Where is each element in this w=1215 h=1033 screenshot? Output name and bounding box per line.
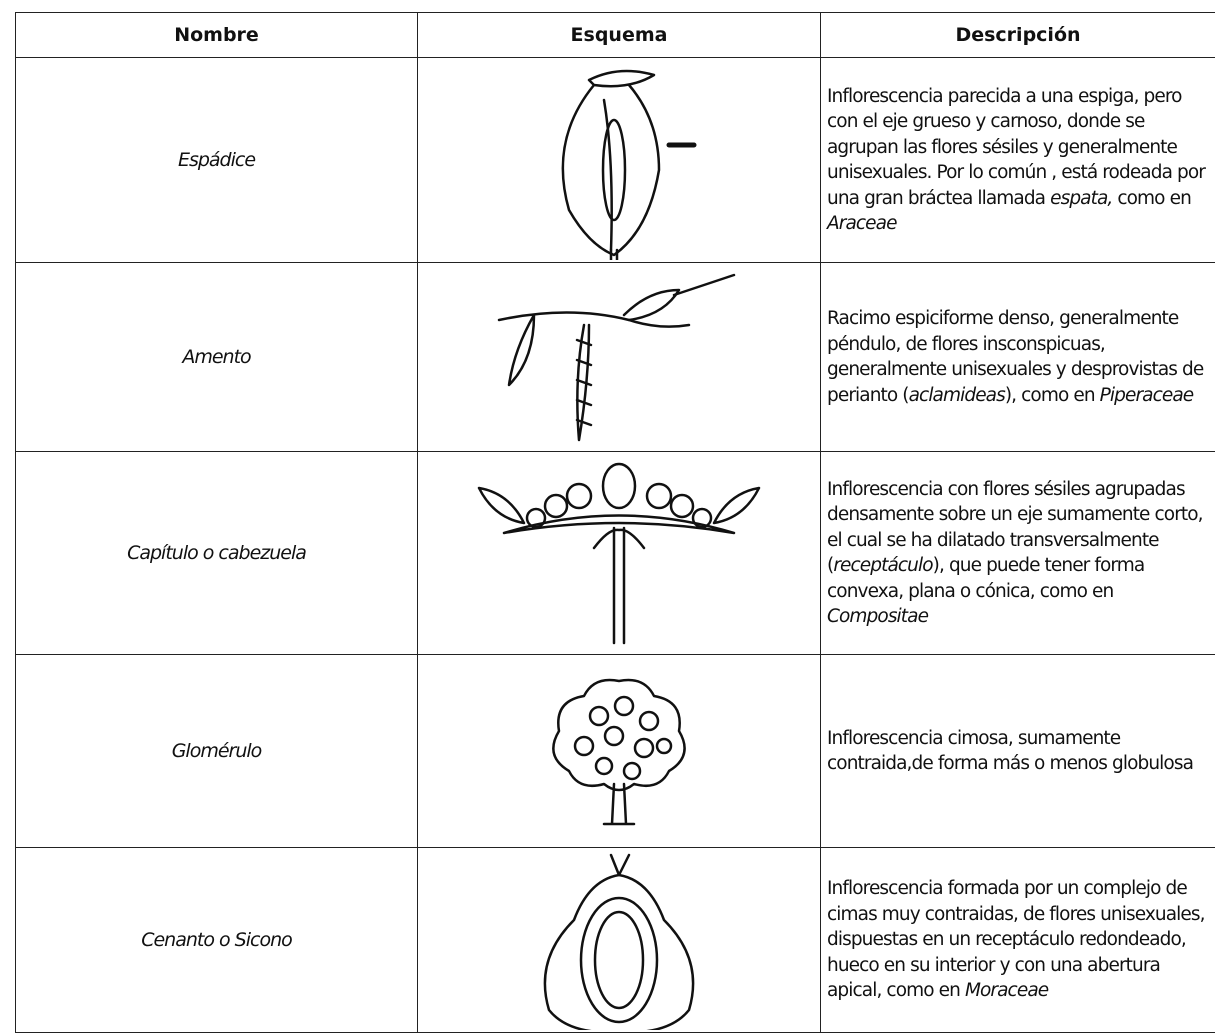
italic-text: Piperaceae — [1100, 385, 1194, 406]
capitulum-sketch — [474, 458, 764, 648]
sketch-cell — [418, 848, 821, 1033]
description-text: como en — [1112, 188, 1191, 209]
header-cell: Esquema — [418, 13, 821, 58]
italic-text: Moraceae — [965, 980, 1048, 1001]
italic-text: Compositae — [827, 606, 928, 627]
description-text: Inflorescencia cimosa, sumamente contrai… — [827, 728, 1193, 775]
name-cell: Capítulo o cabezuela — [16, 452, 418, 655]
row: Capítulo o cabezuela Inflorescencia con … — [16, 452, 1215, 655]
description-cell: Inflorescencia formada por un complejo d… — [821, 848, 1215, 1033]
name-cell: Amento — [16, 263, 418, 452]
italic-text: espata, — [1050, 188, 1112, 209]
description-cell: Inflorescencia con flores sésiles agrupa… — [821, 452, 1215, 655]
name-cell: Cenanto o Sicono — [16, 848, 418, 1033]
row: Cenanto o Sicono Inflorescencia formada … — [16, 848, 1215, 1033]
catkin-sketch — [489, 270, 749, 445]
description-text: ), como en — [1005, 385, 1100, 406]
name-cell: Espádice — [16, 58, 418, 263]
description-cell: Racimo espiciforme denso, generalmente p… — [821, 263, 1215, 452]
header-cell: Nombre — [16, 13, 418, 58]
italic-text: receptáculo — [833, 555, 932, 576]
description-cell: Inflorescencia cimosa, sumamente contrai… — [821, 655, 1215, 848]
sketch-cell — [418, 655, 821, 848]
syconium-sketch — [519, 850, 719, 1030]
italic-text: aclamideas — [909, 385, 1005, 406]
inflorescence-table: Nombre Esquema Descripción Espádice Infl… — [15, 12, 1215, 1033]
row: Glomérulo Inflorescencia cimosa, sumamen… — [16, 655, 1215, 848]
spadix-sketch — [519, 60, 719, 260]
row: Amento Racimo espiciforme denso, general… — [16, 263, 1215, 452]
sketch-cell — [418, 58, 821, 263]
description-cell: Inflorescencia parecida a una espiga, pe… — [821, 58, 1215, 263]
italic-text: Araceae — [827, 213, 897, 234]
header-row: Nombre Esquema Descripción — [16, 13, 1215, 58]
sketch-cell — [418, 263, 821, 452]
sketch-cell — [418, 452, 821, 655]
row: Espádice Inflorescencia parecida a una e… — [16, 58, 1215, 263]
name-cell: Glomérulo — [16, 655, 418, 848]
header-cell: Descripción — [821, 13, 1215, 58]
glomerule-sketch — [544, 676, 694, 826]
